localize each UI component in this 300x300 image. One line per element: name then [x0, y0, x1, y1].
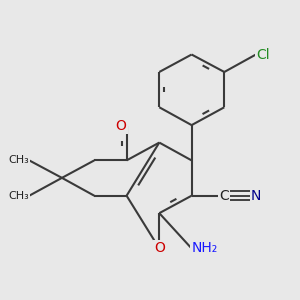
Text: CH₃: CH₃ — [8, 191, 29, 201]
Text: N: N — [251, 189, 261, 203]
Text: O: O — [116, 119, 127, 133]
Text: C: C — [219, 189, 229, 203]
Text: O: O — [154, 242, 165, 256]
Text: NH₂: NH₂ — [192, 242, 218, 256]
Text: Cl: Cl — [256, 47, 269, 61]
Text: CH₃: CH₃ — [8, 155, 29, 165]
